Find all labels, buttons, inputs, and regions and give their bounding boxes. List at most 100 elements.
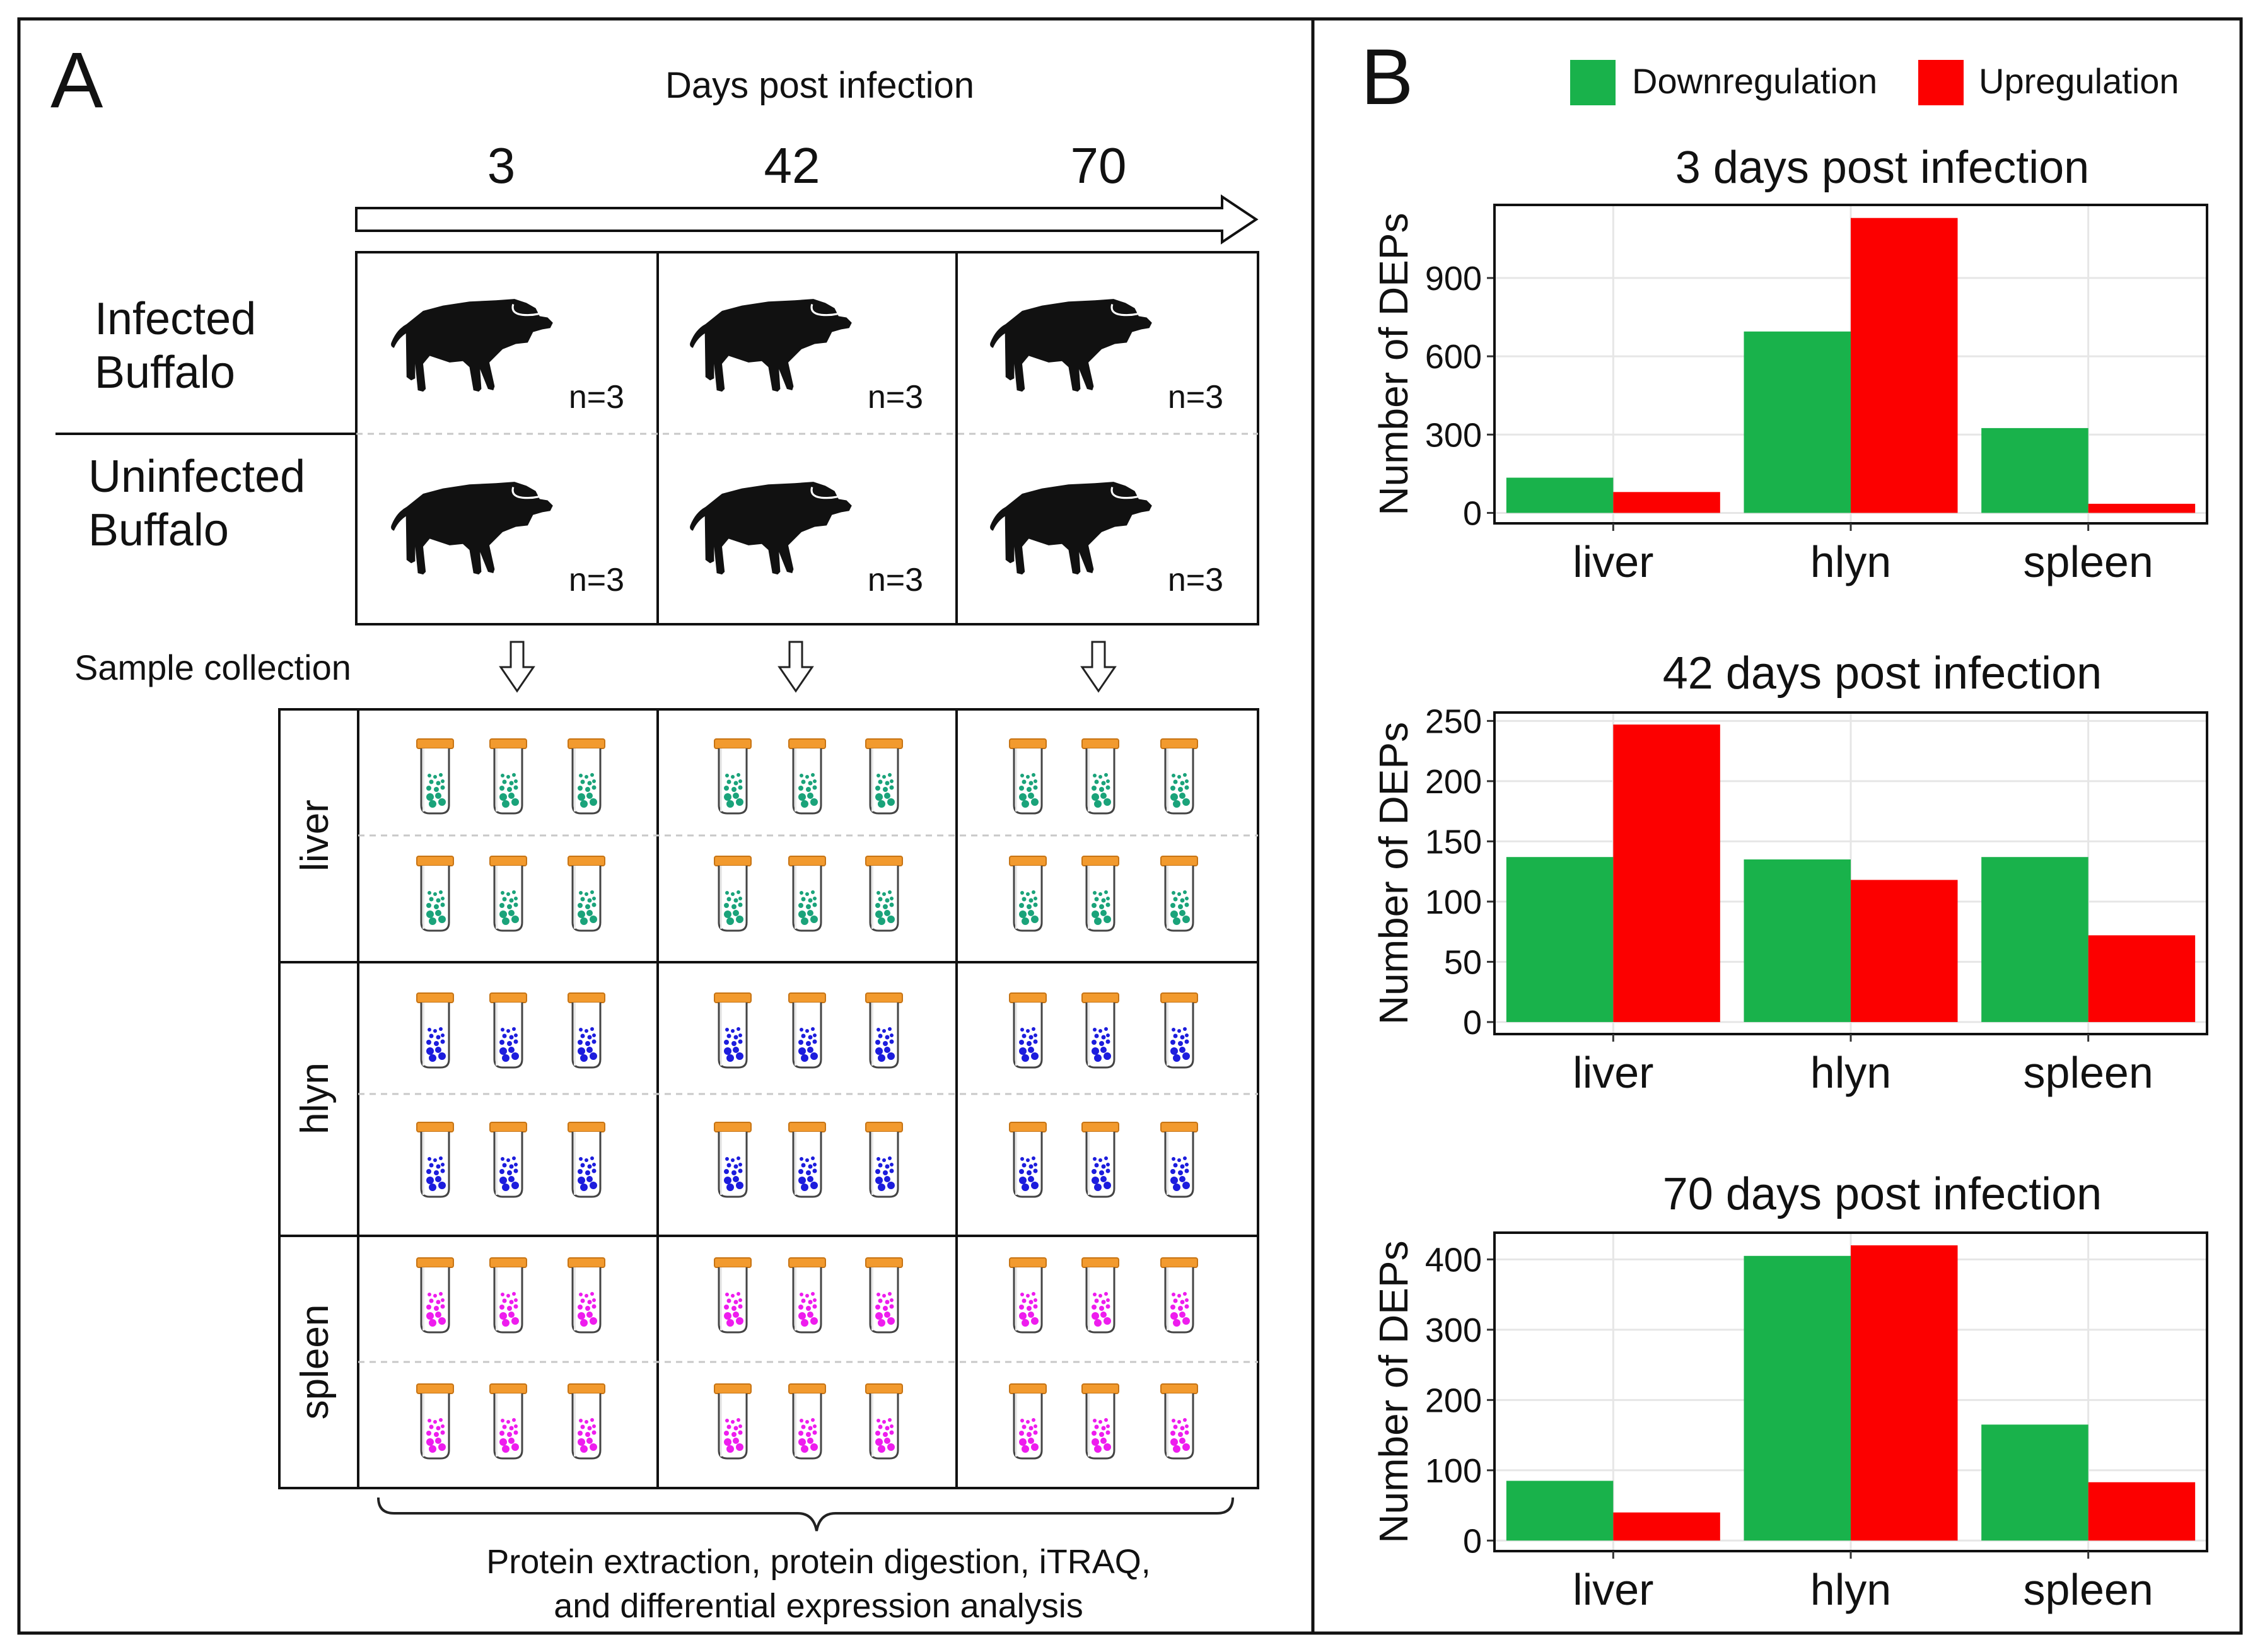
sample-tube-icon — [713, 855, 752, 932]
sample-tube-icon — [865, 1121, 904, 1198]
panel-b-letter: B — [1361, 33, 1413, 121]
n-label: n=3 — [569, 562, 624, 598]
sample-tube-icon — [1160, 738, 1199, 815]
day-label-3: 3 — [487, 137, 516, 194]
day-label-70: 70 — [1071, 137, 1127, 194]
sample-tube-icon — [1008, 738, 1047, 815]
tissue-label-hlyn: hlyn — [293, 1062, 337, 1134]
sample-tube-icon — [788, 1121, 827, 1198]
sample-tube-icon — [865, 855, 904, 932]
sample-tube-icon — [416, 1383, 455, 1460]
figure-border — [17, 17, 2243, 1635]
n-label: n=3 — [868, 379, 923, 416]
sample-tube-icon — [1008, 992, 1047, 1069]
sample-tube-icon — [1160, 1383, 1199, 1460]
bar-upregulation-liver — [1613, 492, 1720, 513]
group-uninfected-line2: Buffalo — [88, 505, 229, 556]
y-tick-label: 100 — [1425, 883, 1482, 921]
x-tick-label: spleen — [2024, 1048, 2153, 1097]
sample-tube-icon — [1008, 855, 1047, 932]
x-tick-label: liver — [1573, 1565, 1653, 1614]
sample-tube-icon — [1081, 1121, 1120, 1198]
sample-tube-icon — [567, 1383, 606, 1460]
bar-downregulation-spleen — [1981, 428, 2088, 513]
sample-tube-icon — [1008, 1257, 1047, 1334]
bar-downregulation-liver — [1506, 1480, 1614, 1541]
buffalo-icon — [390, 298, 554, 393]
y-axis-label: Number of DEPs — [1371, 1240, 1416, 1543]
sample-tube-icon — [416, 855, 455, 932]
buffalo-icon — [989, 480, 1153, 576]
sample-tube-icon — [416, 738, 455, 815]
sample-tube-icon — [567, 738, 606, 815]
sample-collection-label: Sample collection — [74, 648, 351, 687]
n-label: n=3 — [569, 379, 624, 416]
chart-0: 0 300 600 900 liver hlyn spleen 3 days post inf… — [1371, 143, 2208, 586]
y-tick-label: 300 — [1425, 1312, 1482, 1349]
sample-tube-icon — [713, 738, 752, 815]
sample-tube-icon — [1160, 1121, 1199, 1198]
y-tick-label: 200 — [1425, 763, 1482, 801]
sample-tube-icon — [567, 855, 606, 932]
sample-tube-icon — [713, 1257, 752, 1334]
y-axis-label: Number of DEPs — [1371, 722, 1416, 1025]
method-line-2: and differential expression analysis — [554, 1587, 1083, 1625]
sample-tube-icon — [416, 992, 455, 1069]
curly-brace-icon — [377, 1497, 1234, 1532]
y-tick-label: 50 — [1444, 943, 1482, 981]
day-label-42: 42 — [764, 137, 820, 194]
sample-tube-icon — [416, 1257, 455, 1334]
arrow-layer — [499, 641, 1116, 692]
panel-a-letter: A — [50, 37, 103, 124]
y-tick-label: 0 — [1463, 494, 1482, 532]
method-line-1: Protein extraction, protein digestion, i… — [486, 1543, 1151, 1581]
legend-swatch-down — [1570, 60, 1616, 105]
buffalo-icon — [689, 298, 853, 393]
panel-b: B Downregulation Upregulation 0 300 600 900… — [1361, 33, 2208, 1614]
bar-downregulation-hlyn — [1744, 859, 1851, 1022]
chart-title: 3 days post infection — [1675, 143, 2089, 193]
sample-tube-icon — [1008, 1121, 1047, 1198]
sample-tube-icon — [1160, 992, 1199, 1069]
sample-tube-icon — [1081, 1257, 1120, 1334]
bar-downregulation-hlyn — [1744, 1255, 1851, 1541]
chart-layer: 0 300 600 900 liver hlyn spleen 3 days post inf… — [1371, 143, 2208, 1614]
bar-upregulation-spleen — [2088, 1482, 2196, 1541]
x-tick-label: spleen — [2024, 537, 2153, 586]
sample-tube-icon — [865, 1383, 904, 1460]
y-tick-label: 150 — [1425, 823, 1482, 861]
legend-label-up: Upregulation — [1979, 61, 2179, 101]
sample-tube-icon — [489, 1121, 528, 1198]
sample-tube-icon — [1081, 1383, 1120, 1460]
sample-tube-icon — [713, 1383, 752, 1460]
sample-tube-icon — [489, 738, 528, 815]
sample-tube-icon — [865, 992, 904, 1069]
x-tick-label: hlyn — [1810, 537, 1891, 586]
chart-title: 70 days post infection — [1663, 1169, 2102, 1219]
x-tick-label: hlyn — [1810, 1048, 1891, 1097]
tissue-label-spleen: spleen — [293, 1305, 337, 1420]
sample-tube-icon — [788, 1257, 827, 1334]
group-infected-line1: Infected — [95, 294, 256, 344]
bar-upregulation-liver — [1613, 724, 1720, 1022]
y-tick-label: 250 — [1425, 702, 1482, 740]
legend-label-down: Downregulation — [1632, 61, 1877, 101]
n-label: n=3 — [1168, 562, 1223, 598]
sample-tube-icon — [567, 992, 606, 1069]
x-tick-label: spleen — [2024, 1565, 2153, 1614]
sample-tube-icon — [1160, 855, 1199, 932]
y-tick-label: 0 — [1463, 1004, 1482, 1042]
sample-tube-icon — [567, 1257, 606, 1334]
bar-downregulation-spleen — [1981, 857, 2088, 1022]
bar-downregulation-hlyn — [1744, 331, 1851, 513]
x-tick-label: liver — [1573, 537, 1653, 586]
sample-tube-icon — [1081, 855, 1120, 932]
buffalo-layer — [390, 298, 1153, 576]
sample-tube-icon — [489, 992, 528, 1069]
bar-upregulation-spleen — [2088, 935, 2196, 1022]
sample-tube-icon — [788, 738, 827, 815]
sample-tube-icon — [1081, 738, 1120, 815]
y-tick-label: 0 — [1463, 1522, 1482, 1560]
y-tick-label: 400 — [1425, 1241, 1482, 1279]
days-header: Days post infection — [665, 65, 974, 106]
